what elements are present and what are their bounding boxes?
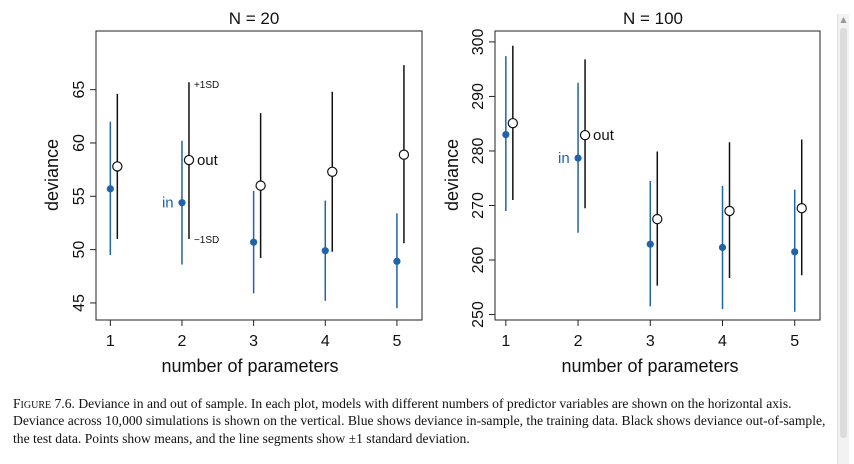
caption-text: Deviance in and out of sample. In each p…	[13, 396, 826, 446]
y-tick-label: 65	[71, 81, 88, 99]
out-mean-point	[112, 161, 123, 172]
y-axis-label: deviance	[442, 139, 462, 211]
chart-title: N = 20	[229, 9, 280, 28]
out-mean-point	[327, 166, 338, 177]
chart-title: N = 100	[623, 9, 683, 28]
x-tick-label: 2	[574, 333, 583, 350]
minus-1sd-annotation: −1SD	[194, 235, 219, 246]
out-mean-point	[724, 205, 735, 217]
y-tick-label: 270	[470, 192, 487, 219]
y-tick-label: 300	[470, 28, 487, 55]
x-axis-label: number of parameters	[561, 356, 738, 376]
out-series-label: out	[197, 152, 219, 169]
y-tick-label: 60	[71, 134, 88, 152]
x-tick-label: 4	[718, 333, 727, 350]
in-mean-point	[718, 243, 727, 252]
out-mean-point	[507, 117, 519, 129]
x-tick-label: 5	[790, 333, 799, 350]
in-series-label: in	[162, 195, 174, 212]
in-mean-point	[646, 240, 654, 248]
out-mean-point	[398, 149, 410, 160]
plot-frame	[95, 30, 423, 321]
in-mean-point	[791, 248, 799, 256]
chart-n100: N = 100 1 2 3 4 5 250 260 270 280 290 300 number of …	[442, 9, 821, 376]
in-mean-point	[250, 238, 258, 246]
x-axis-label: number of parameters	[161, 356, 338, 376]
out-mean-point	[652, 213, 663, 225]
plot-frame	[494, 30, 821, 321]
y-tick-label: 250	[470, 301, 487, 328]
y-tick-label: 280	[470, 138, 487, 165]
y-tick-label: 50	[71, 241, 88, 259]
y-tick-label: 45	[71, 294, 88, 312]
x-tick-label: 3	[249, 333, 258, 350]
x-tick-label: 1	[106, 333, 115, 350]
x-tick-label: 5	[392, 333, 401, 350]
vertical-scrollbar[interactable]: ▲	[837, 14, 849, 464]
y-tick-label: 260	[470, 247, 487, 274]
out-mean-point	[796, 203, 807, 214]
x-tick-label: 2	[178, 333, 187, 350]
caption-label: Figure 7.6.	[13, 396, 75, 411]
x-tick-label: 4	[321, 333, 330, 350]
in-mean-point	[106, 185, 114, 193]
in-mean-point	[502, 131, 510, 139]
scrollbar-thumb[interactable]	[840, 28, 847, 438]
y-tick-label: 55	[71, 187, 88, 205]
figure-caption: Figure 7.6. Deviance in and out of sampl…	[13, 395, 836, 447]
x-tick-label: 1	[501, 333, 510, 350]
x-tick-label: 3	[646, 333, 655, 350]
in-series-label: in	[558, 150, 570, 167]
out-series-label: out	[593, 127, 615, 144]
in-mean-point	[178, 199, 186, 207]
out-mean-point	[255, 180, 266, 191]
in-mean-point	[574, 154, 582, 162]
plus-1sd-annotation: +1SD	[194, 80, 219, 91]
out-mean-point	[183, 154, 195, 166]
in-mean-point	[321, 247, 329, 255]
y-tick-label: 290	[470, 83, 487, 110]
y-axis-label: deviance	[42, 139, 62, 211]
in-mean-point	[393, 257, 401, 265]
scroll-up-arrow-icon[interactable]: ▲	[840, 15, 847, 24]
out-mean-point	[579, 129, 591, 141]
